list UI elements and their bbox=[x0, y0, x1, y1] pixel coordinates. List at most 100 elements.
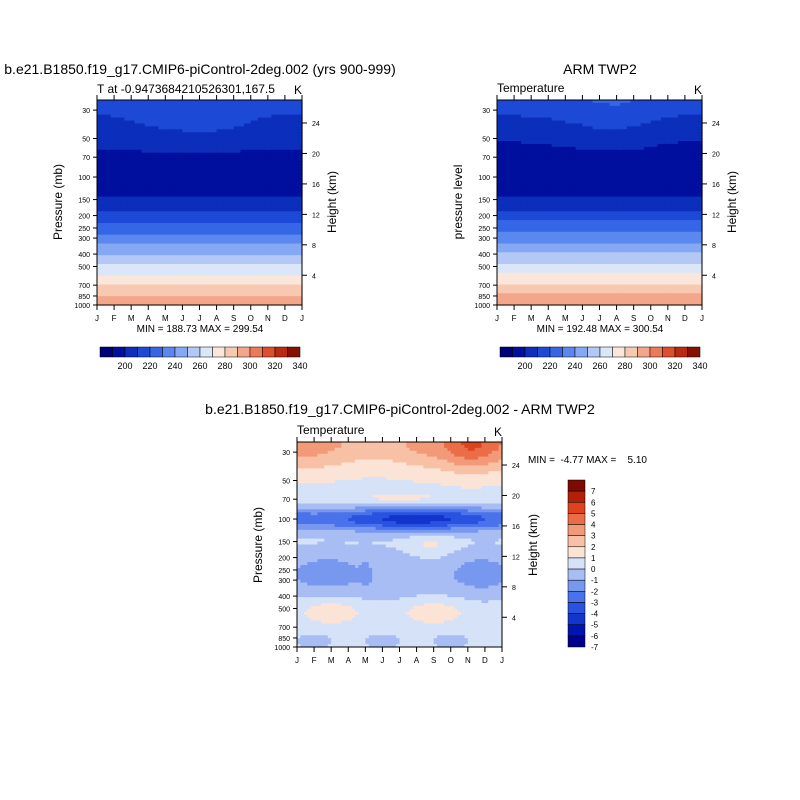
contour-cell bbox=[261, 199, 266, 204]
contour-cell bbox=[254, 240, 259, 245]
contour-cell bbox=[295, 240, 300, 245]
contour-cell bbox=[278, 196, 283, 201]
contour-cell bbox=[185, 220, 190, 224]
contour-cell bbox=[103, 225, 108, 230]
contour-cell bbox=[97, 135, 102, 139]
contour-cell bbox=[209, 249, 214, 253]
contour-cell bbox=[103, 243, 108, 248]
contour-cell bbox=[298, 284, 303, 289]
contour-cell bbox=[267, 211, 272, 215]
contour-cell bbox=[127, 179, 132, 183]
contour-cell bbox=[288, 223, 293, 227]
contour-cell bbox=[257, 281, 262, 286]
contour-cell bbox=[271, 281, 276, 286]
contour-cell bbox=[107, 138, 112, 142]
contour-cell bbox=[281, 217, 286, 221]
contour-cell bbox=[138, 187, 143, 192]
contour-cell bbox=[213, 161, 218, 166]
contour-cell bbox=[264, 278, 269, 283]
contour-cell bbox=[240, 252, 245, 256]
contour-cell bbox=[172, 123, 177, 127]
contour-cell bbox=[100, 152, 105, 157]
contour-cell bbox=[100, 205, 105, 209]
contour-cell bbox=[250, 100, 255, 104]
contour-cell bbox=[284, 255, 289, 259]
contour-cell bbox=[257, 223, 262, 227]
contour-cell bbox=[216, 211, 221, 215]
contour-cell bbox=[237, 105, 242, 110]
contour-cell bbox=[247, 164, 252, 168]
contour-cell bbox=[254, 193, 259, 198]
contour-cell bbox=[267, 275, 272, 280]
contour-cell bbox=[254, 143, 259, 148]
contour-cell bbox=[158, 269, 163, 274]
contour-cell bbox=[250, 182, 255, 186]
contour-cell bbox=[117, 152, 122, 157]
contour-cell bbox=[233, 146, 238, 151]
contour-cell bbox=[155, 193, 160, 198]
contour-cell bbox=[107, 275, 112, 280]
contour-cell bbox=[202, 100, 207, 104]
contour-cell bbox=[284, 214, 289, 218]
contour-cell bbox=[284, 111, 289, 116]
contour-cell bbox=[257, 193, 262, 198]
contour-cell bbox=[179, 108, 184, 113]
contour-cell bbox=[120, 149, 125, 154]
contour-cell bbox=[220, 240, 225, 245]
contour-cell bbox=[226, 187, 231, 192]
contour-cell bbox=[271, 120, 276, 125]
contour-cell bbox=[291, 249, 296, 253]
contour-cell bbox=[274, 211, 279, 215]
contour-cell bbox=[117, 278, 122, 283]
contour-cell bbox=[288, 102, 293, 107]
contour-cell bbox=[243, 164, 248, 168]
contour-cell bbox=[161, 138, 166, 142]
contour-cell bbox=[240, 193, 245, 198]
contour-cell bbox=[247, 228, 252, 233]
contour-cell bbox=[257, 278, 262, 283]
contour-cell bbox=[120, 152, 125, 157]
contour-cell bbox=[196, 149, 201, 154]
contour-cell bbox=[274, 161, 279, 166]
contour-cell bbox=[185, 143, 190, 148]
contour-cell bbox=[271, 252, 276, 256]
contour-cell bbox=[213, 100, 218, 104]
contour-cell bbox=[168, 190, 173, 195]
contour-cell bbox=[274, 246, 279, 250]
contour-cell bbox=[254, 214, 259, 218]
contour-cell bbox=[196, 143, 201, 148]
contour-cell bbox=[192, 173, 197, 177]
contour-cell bbox=[233, 284, 238, 289]
contour-cell bbox=[274, 234, 279, 239]
contour-cell bbox=[175, 205, 180, 209]
contour-cell bbox=[254, 123, 259, 127]
contour-cell bbox=[243, 187, 248, 192]
contour-cell bbox=[237, 152, 242, 157]
contour-cell bbox=[151, 152, 156, 157]
contour-cell bbox=[220, 205, 225, 209]
contour-cell bbox=[240, 190, 245, 195]
contour-cell bbox=[295, 141, 300, 145]
contour-cell bbox=[209, 269, 214, 274]
contour-cell bbox=[243, 179, 248, 183]
contour-cell bbox=[230, 143, 235, 148]
contour-cell bbox=[261, 108, 266, 113]
contour-cell bbox=[151, 278, 156, 283]
contour-cell bbox=[288, 184, 293, 189]
contour-cell bbox=[295, 111, 300, 116]
contour-cell bbox=[254, 167, 259, 171]
contour-cell bbox=[240, 264, 245, 268]
contour-cell bbox=[172, 108, 177, 113]
contour-cell bbox=[243, 211, 248, 215]
contour-cell bbox=[261, 193, 266, 198]
contour-cell bbox=[120, 167, 125, 171]
contour-cell bbox=[220, 269, 225, 274]
contour-cell bbox=[206, 214, 211, 218]
contour-cell bbox=[189, 164, 194, 168]
contour-cell bbox=[206, 290, 211, 294]
contour-cell bbox=[257, 231, 262, 236]
contour-cell bbox=[103, 258, 108, 262]
contour-cell bbox=[114, 152, 119, 157]
contour-cell bbox=[172, 220, 177, 224]
contour-cell bbox=[185, 114, 190, 119]
